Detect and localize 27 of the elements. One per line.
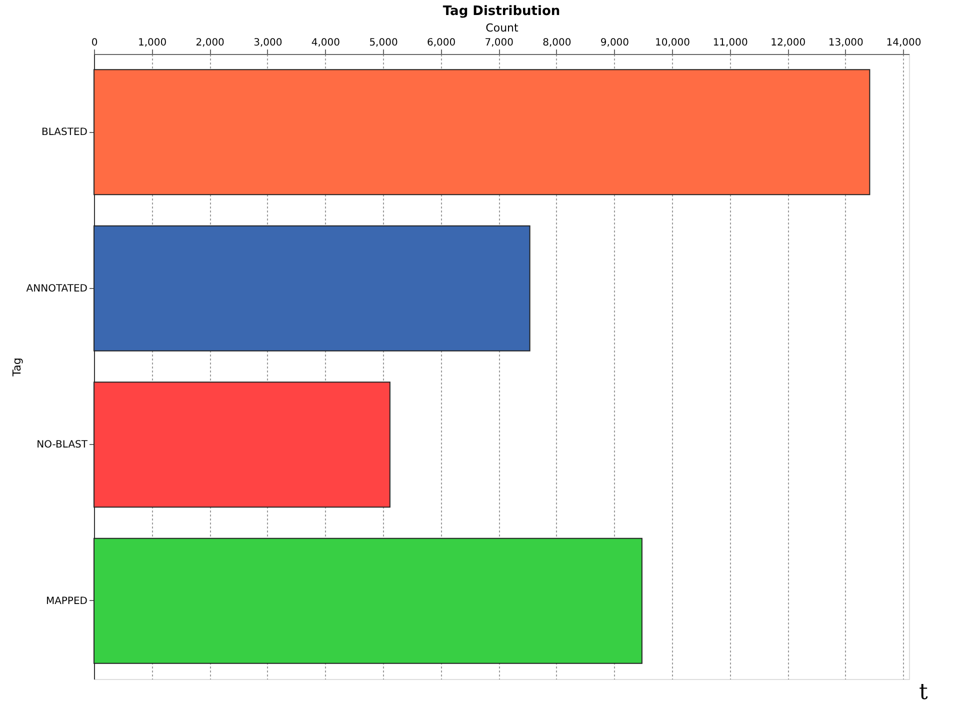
x-tick-label: 2,000 [196, 38, 224, 48]
bar [94, 538, 642, 664]
x-tick-label: 7,000 [484, 38, 514, 48]
x-tick-label: 8,000 [542, 38, 572, 48]
x-tick-label: 14,000 [886, 38, 922, 48]
y-tick-label: BLASTED [42, 127, 88, 138]
bar [94, 69, 870, 196]
x-axis-title: Count [486, 22, 520, 34]
x-tick-label: 0 [91, 38, 98, 48]
y-tick-label: MAPPED [46, 596, 88, 607]
x-tick-label: 1,000 [138, 38, 167, 48]
x-tick-label: 13,000 [828, 38, 864, 48]
x-tick-label: 10,000 [655, 38, 690, 48]
bar [94, 225, 530, 352]
x-tick-label: 9,000 [600, 38, 630, 48]
y-axis-title: Tag [10, 358, 24, 378]
y-tick-label: NO-BLAST [36, 440, 88, 451]
x-tick-label: 11,000 [712, 38, 748, 48]
bar [94, 382, 390, 508]
y-tick-label: ANNOTATED [26, 283, 88, 294]
x-tick-label: 12,000 [770, 38, 806, 48]
x-tick-label: 5,000 [369, 38, 398, 48]
x-tick-label: 4,000 [311, 38, 340, 48]
text: t [919, 680, 928, 705]
chart-title: Tag Distribution [442, 4, 560, 19]
x-tick-label: 6,000 [426, 38, 456, 48]
x-tick-label: 3,000 [254, 38, 282, 48]
